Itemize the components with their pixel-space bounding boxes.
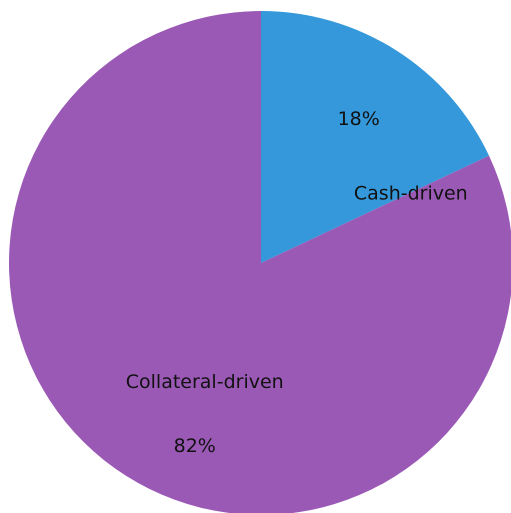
slice-percent-label: 82% [174,435,216,457]
slice-category-label: Collateral-driven [126,371,284,393]
pie-slice-cash-driven [261,11,490,263]
pie-labels: Cash-driven 18% Collateral-driven 82% [126,108,468,457]
slice-percent-label: 18% [338,108,380,130]
slice-category-label: Cash-driven [354,182,468,204]
pie-slice-collateral-driven [9,11,511,513]
pie-slices [9,11,511,513]
